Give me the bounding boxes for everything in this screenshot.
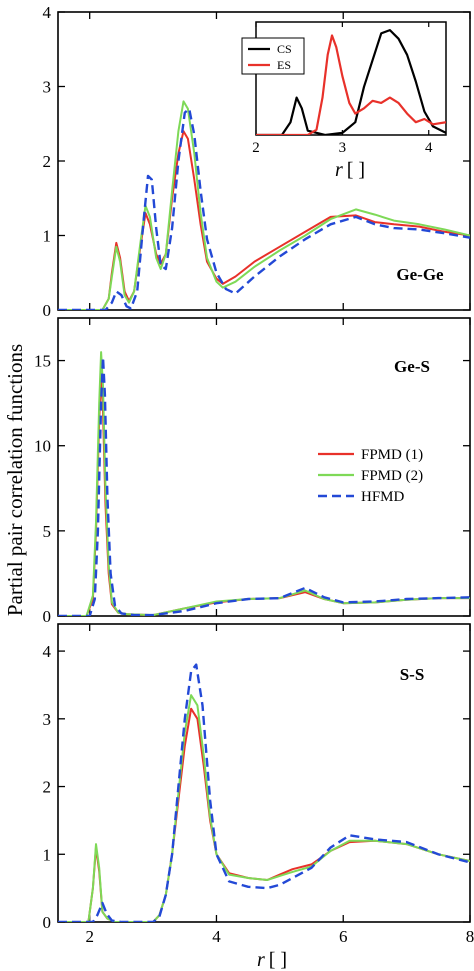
inset-chart: 2 3 4 CS ES r[ ] bbox=[241, 21, 447, 181]
y-tick-label: 15 bbox=[34, 352, 51, 371]
x-tick-label: 8 bbox=[466, 927, 474, 946]
panel-label: S-S bbox=[400, 665, 425, 684]
inset-x-tick-label: 4 bbox=[425, 140, 433, 156]
series-line-fpmd-1 bbox=[58, 707, 470, 922]
panels-layer: 0 1 2 3 4 Ge-Ge 0 5 10 15 Ge-S 0 1 2 3 4 S-S 2 4 6 8 bbox=[34, 3, 474, 946]
inset-series-line-cs bbox=[256, 29, 446, 135]
legend-label-fpmd-1: FPMD (1) bbox=[361, 447, 423, 463]
x-tick-label: 4 bbox=[212, 927, 221, 946]
legend-label-fpmd-2: FPMD (2) bbox=[361, 468, 423, 484]
panel-ge-ge: 0 1 2 3 4 Ge-Ge bbox=[43, 3, 471, 320]
y-tick-label: 0 bbox=[43, 607, 52, 626]
inset-x-axis-label: r[ ] bbox=[335, 159, 365, 181]
y-tick-label: 2 bbox=[43, 152, 52, 171]
y-axis-label: Partial pair correlation functions bbox=[3, 344, 27, 616]
main-legend: FPMD (1) FPMD (2) HFMD bbox=[318, 447, 423, 505]
inset-x-tick-label: 3 bbox=[339, 140, 347, 156]
y-tick-label: 0 bbox=[43, 913, 52, 932]
series-line-fpmd-2 bbox=[58, 351, 470, 616]
inset-x-axis-label-var: r bbox=[335, 159, 343, 181]
x-tick-label: 6 bbox=[339, 927, 348, 946]
inset-legend-label-es: ES bbox=[277, 58, 291, 72]
x-tick-label: 2 bbox=[85, 927, 94, 946]
inset-x-tick-label: 2 bbox=[252, 140, 260, 156]
y-tick-label: 4 bbox=[43, 642, 52, 661]
x-axis-label-var: r bbox=[257, 949, 265, 971]
y-tick-label: 5 bbox=[43, 522, 52, 541]
y-tick-label: 1 bbox=[43, 845, 52, 864]
panel-frame bbox=[57, 623, 471, 923]
series-line-fpmd-1 bbox=[58, 373, 470, 616]
inset-legend-box bbox=[241, 37, 305, 75]
y-tick-label: 0 bbox=[43, 301, 52, 320]
legend-label-hfmd: HFMD bbox=[361, 489, 405, 505]
series-line-hfmd bbox=[58, 663, 470, 922]
y-tick-label: 3 bbox=[43, 78, 52, 97]
panel-ge-s: 0 5 10 15 Ge-S bbox=[34, 317, 471, 626]
panel-label: Ge-Ge bbox=[396, 265, 444, 284]
y-tick-label: 3 bbox=[43, 710, 52, 729]
series-line-fpmd-2 bbox=[58, 694, 470, 922]
inset-series-line-es bbox=[256, 34, 446, 135]
inset-x-axis-label-unit: [ ] bbox=[347, 159, 365, 181]
series-line-hfmd bbox=[58, 356, 470, 616]
y-tick-label: 2 bbox=[43, 778, 52, 797]
series-line-fpmd-2 bbox=[58, 100, 470, 310]
inset-legend-label-cs: CS bbox=[277, 42, 292, 56]
y-tick-label: 10 bbox=[34, 437, 51, 456]
x-axis-label-unit: [ ] bbox=[269, 949, 287, 971]
x-axis-label: r[ ] bbox=[257, 949, 287, 971]
y-tick-label: 1 bbox=[43, 227, 52, 246]
panel-frame bbox=[57, 317, 471, 617]
panel-label: Ge-S bbox=[394, 357, 430, 376]
series-line-hfmd bbox=[58, 107, 470, 310]
y-tick-label: 4 bbox=[43, 3, 52, 22]
panel-s-s: 0 1 2 3 4 S-S bbox=[43, 623, 471, 932]
